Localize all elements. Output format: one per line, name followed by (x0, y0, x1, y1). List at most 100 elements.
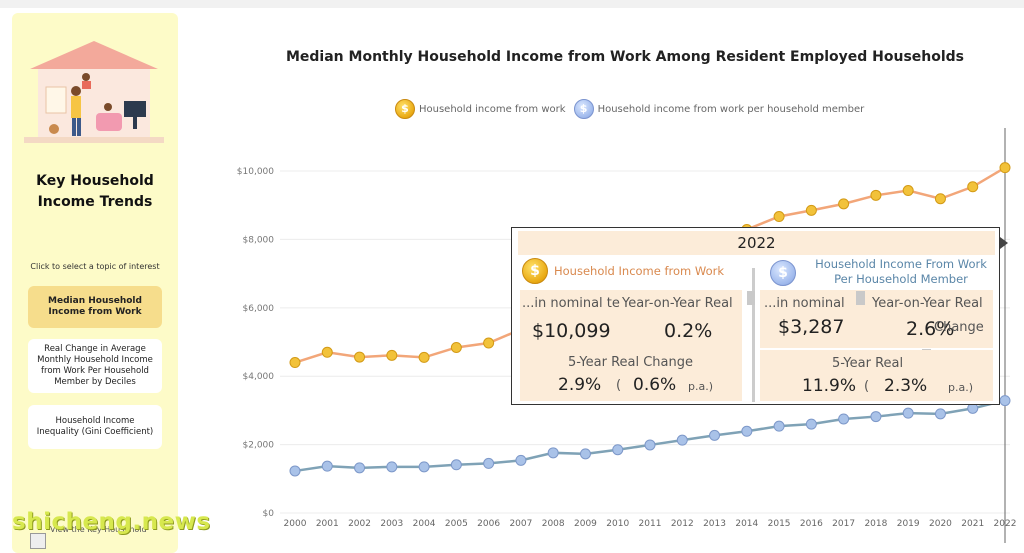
data-point (418, 461, 430, 473)
topic-real-change-by-deciles[interactable]: Real Change in Average Monthly Household… (28, 339, 162, 393)
data-point (676, 434, 688, 446)
data-point (805, 204, 817, 216)
legend-item-household-income[interactable]: Household income from work (395, 99, 566, 119)
member-five-year-label: 5-Year Real (832, 356, 904, 371)
x-tick-label: 2012 (671, 519, 694, 529)
data-point (386, 349, 398, 361)
tooltip-divider (752, 268, 755, 402)
member-pa-label: p.a.) (948, 381, 974, 394)
work-five-year-label: 5-Year Real Change (568, 355, 694, 370)
data-point (289, 465, 301, 477)
data-point (870, 189, 882, 201)
y-tick-label: $4,000 (243, 372, 275, 382)
topic-gini-coefficient[interactable]: Household Income Inequality (Gini Coeffi… (28, 405, 162, 449)
data-point (354, 351, 366, 363)
data-point (483, 337, 495, 349)
member-yoy-value: 2.6% (906, 318, 955, 340)
tooltip-pointer (1000, 237, 1008, 249)
data-point (999, 395, 1011, 407)
x-tick-label: 2001 (316, 519, 339, 529)
x-tick-label: 2002 (348, 519, 371, 529)
y-tick-label: $6,000 (243, 304, 275, 314)
x-tick-label: 2011 (639, 519, 662, 529)
data-point (709, 429, 721, 441)
x-tick-label: 2007 (509, 519, 532, 529)
data-point (967, 181, 979, 193)
paren-open: ( (864, 379, 870, 394)
data-point (934, 408, 946, 420)
member-nominal-value: $3,287 (778, 316, 845, 338)
data-point (902, 185, 914, 197)
data-point (773, 211, 785, 223)
gold-coin-icon (395, 99, 415, 119)
topic-view-key-household[interactable]: View the Key Household (50, 525, 147, 534)
series-line (294, 399, 1006, 473)
y-tick-label: $2,000 (243, 441, 275, 451)
member-pa-value: 2.3% (884, 376, 928, 396)
blue-coin-icon (770, 260, 796, 286)
gold-coin-icon (522, 258, 548, 284)
chart-title: Median Monthly Household Income from Wor… (285, 49, 965, 65)
tooltip-marker (856, 291, 865, 305)
data-point (934, 193, 946, 205)
x-tick-label: 2003 (380, 519, 403, 529)
data-point (515, 454, 527, 466)
work-pa-label: p.a.) (688, 380, 714, 393)
x-tick-label: 2013 (703, 519, 726, 529)
data-point (418, 351, 430, 363)
sidebar: Key Household Income Trends Click to sel… (12, 13, 178, 553)
tooltip-work-header: Household Income from Work (522, 258, 724, 284)
legend-label: Household income from work per household… (597, 103, 865, 115)
data-point (838, 198, 850, 210)
work-yoy-cell: Year-on-Year Real 0.2% (620, 290, 742, 358)
x-tick-label: 2005 (445, 519, 468, 529)
x-tick-label: 2019 (897, 519, 920, 529)
work-nominal-cell: ...in nominal terms $10,099 (520, 290, 620, 358)
data-point (805, 418, 817, 430)
legend-item-per-member[interactable]: Household income from work per household… (573, 99, 865, 119)
data-point (644, 439, 656, 451)
blue-coin-icon (573, 99, 594, 119)
member-yoy-label: Year-on-Year Real (872, 296, 983, 311)
chart-legend: Household income from work Household inc… (395, 98, 872, 120)
sidebar-title: Key Household Income Trends (36, 173, 154, 210)
member-yoy-cell: Year-on-Year Real 2.6% Change (860, 290, 993, 348)
data-point (741, 425, 753, 437)
family-home-illustration (24, 41, 164, 143)
x-tick-label: 2017 (832, 519, 855, 529)
work-pa-value: 0.6% (633, 375, 677, 395)
work-yoy-label: Year-on-Year Real (622, 296, 733, 311)
sidebar-prompt: Click to select a topic of interest (30, 262, 160, 271)
x-tick-label: 2018 (864, 519, 887, 529)
data-point (579, 448, 591, 460)
y-tick-label: $8,000 (243, 235, 275, 245)
x-tick-label: 2004 (413, 519, 436, 529)
data-point (902, 407, 914, 419)
work-yoy-value: 0.2% (664, 320, 713, 342)
year-tooltip: 2022 Household Income from Work Househol… (511, 227, 1000, 405)
data-point (773, 420, 785, 432)
x-tick-label: 2006 (477, 519, 500, 529)
topic-median-household-income[interactable]: Median Household Income from Work (28, 286, 162, 328)
data-point (321, 460, 333, 472)
data-point (547, 447, 559, 459)
x-tick-label: 2010 (606, 519, 629, 529)
tooltip-year: 2022 (518, 231, 995, 255)
y-tick-label: $10,000 (237, 167, 274, 177)
x-tick-label: 2021 (961, 519, 984, 529)
x-tick-label: 2015 (768, 519, 791, 529)
data-point (354, 462, 366, 474)
member-five-year-value: 11.9% (802, 376, 857, 396)
data-point (870, 411, 882, 423)
data-point (483, 457, 495, 469)
data-point (838, 413, 850, 425)
legend-label: Household income from work (419, 103, 566, 115)
tooltip-work-title: Household Income from Work (554, 264, 725, 278)
y-tick-label: $0 (263, 509, 275, 519)
x-tick-label: 2008 (542, 519, 565, 529)
watermark: shicheng.news (12, 509, 211, 535)
data-point (450, 341, 462, 353)
data-point (289, 357, 301, 369)
tooltip-member-header: Household Income From Work Per Household… (770, 257, 998, 289)
